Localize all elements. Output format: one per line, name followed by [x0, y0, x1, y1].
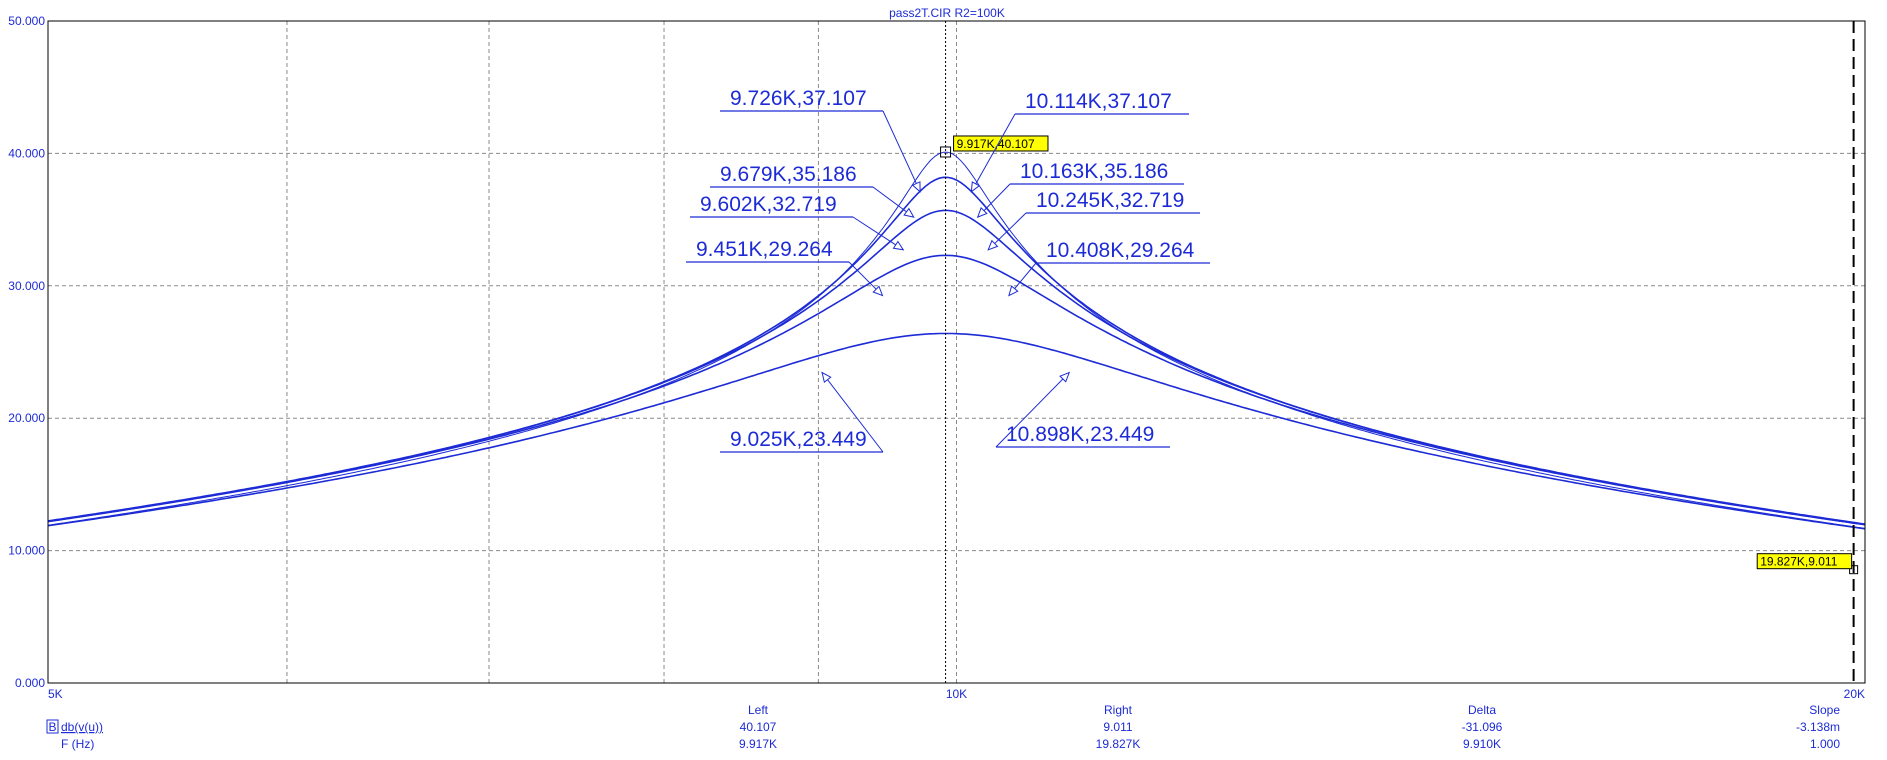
readout-header: Slope	[1809, 703, 1840, 717]
readout-value: 1.000	[1810, 737, 1840, 751]
annotation-label: 9.679K,35.186	[720, 163, 857, 186]
trace-name[interactable]: db(v(u))	[61, 720, 103, 734]
trace-badge[interactable]	[46, 719, 59, 734]
annotation-arrowhead	[1008, 285, 1019, 297]
x-tick-label: 5K	[48, 687, 63, 701]
left-cursor-label-box	[953, 135, 1049, 152]
annotation-label: 9.025K,23.449	[730, 428, 867, 451]
annotation-label: 9.602K,32.719	[700, 193, 837, 216]
y-tick-label: 10.000	[8, 544, 45, 558]
cursors-group[interactable]: 9.917K,40.107 19.827K,9.011	[940, 21, 1859, 683]
annotation-arrowhead	[911, 181, 921, 193]
annotation-arrowhead	[987, 239, 999, 251]
readout-header: Right	[1104, 703, 1133, 717]
annotation-leader	[821, 372, 884, 453]
row-name: F (Hz)	[61, 737, 94, 751]
annotation-label: 10.898K,23.449	[1006, 423, 1154, 446]
annotation-arrowhead	[821, 371, 832, 383]
left-cursor-marker[interactable]	[940, 146, 952, 158]
readout-value: -31.096	[1462, 720, 1503, 734]
x-tick-label: 10K	[946, 687, 967, 701]
y-tick-label: 30.000	[8, 279, 45, 293]
annotation-label: 9.726K,37.107	[730, 87, 867, 110]
annotations-group: 9.726K,37.107 10.114K,37.107 9.679K,35.186…	[686, 87, 1210, 453]
y-tick-label: 40.000	[8, 146, 45, 160]
readout-value: 9.910K	[1463, 737, 1501, 751]
readout-header: Left	[748, 703, 769, 717]
annotation-leader	[970, 113, 1016, 192]
readout-header: Delta	[1468, 703, 1496, 717]
y-tick-label: 0.000	[15, 676, 45, 690]
annotation-arrowhead	[872, 285, 884, 297]
annotation-arrowhead	[1059, 371, 1071, 383]
readout-value: 19.827K	[1096, 737, 1141, 751]
annotation-label: 10.163K,35.186	[1020, 160, 1168, 183]
x-tick-label: 20K	[1844, 687, 1865, 701]
grid	[48, 21, 1865, 683]
readout-value: 40.107	[740, 720, 777, 734]
cursor-readout-table: Left Right Delta Slope B db(v(u)) 40.107 9.011 -…	[46, 703, 1840, 751]
readout-value: 9.917K	[739, 737, 777, 751]
plot-frame	[47, 20, 1866, 684]
annotation-leader	[852, 216, 904, 251]
annotation-leader	[882, 110, 921, 192]
axes: 0.000 10.000 20.000 30.000 40.000 50.000 5K 10K…	[8, 14, 1866, 701]
y-tick-label: 20.000	[8, 411, 45, 425]
trace-badge-label: B	[48, 720, 56, 734]
response-curve-1	[47, 151, 1866, 529]
left-cursor-label: 9.917K,40.107	[957, 137, 1035, 151]
annotation-label: 10.408K,29.264	[1046, 239, 1195, 262]
response-curve-5	[47, 332, 1866, 530]
right-cursor-marker[interactable]	[1849, 565, 1859, 575]
annotation-arrowhead	[976, 207, 988, 219]
annotation-label: 9.451K,29.264	[696, 238, 833, 261]
readout-value: 9.011	[1103, 720, 1132, 734]
annotation-arrowhead	[892, 240, 905, 251]
chart-title: pass2T.CIR R2=100K	[889, 6, 1005, 20]
annotation-arrowhead	[903, 207, 915, 218]
right-cursor-label-box	[1756, 553, 1853, 570]
right-cursor-label: 19.827K,9.011	[1760, 555, 1838, 569]
readout-value: -3.138m	[1796, 720, 1840, 734]
annotation-leader	[995, 372, 1070, 448]
response-curve-4	[47, 254, 1866, 526]
annotation-label: 10.114K,37.107	[1025, 90, 1172, 113]
response-curve-3	[47, 209, 1866, 525]
y-tick-label: 50.000	[8, 14, 45, 28]
annotation-label: 10.245K,32.719	[1036, 189, 1184, 212]
annotation-arrowhead	[970, 181, 981, 193]
series-group	[47, 151, 1866, 530]
